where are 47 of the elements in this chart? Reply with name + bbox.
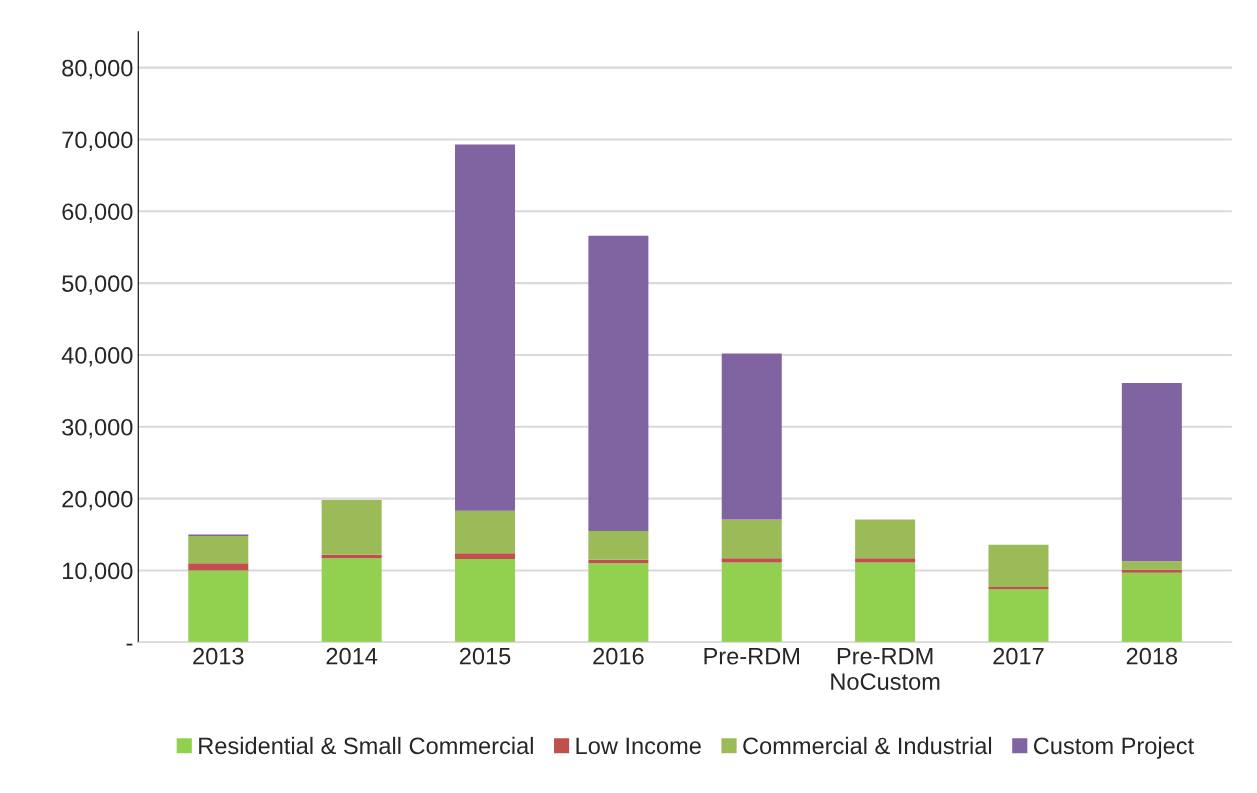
x-tick-label: Pre-RDM NoCustom xyxy=(831,648,940,690)
legend-label: Commercial & Industrial xyxy=(743,736,992,755)
bar xyxy=(1121,561,1182,570)
bar xyxy=(988,544,1049,588)
bar xyxy=(855,558,916,563)
bar xyxy=(188,536,249,564)
bar xyxy=(1121,383,1182,562)
y-tick-label: - xyxy=(126,643,133,646)
x-tick-label: 2014 xyxy=(326,647,378,665)
legend-label: Low Income xyxy=(576,737,701,755)
bar xyxy=(588,530,649,560)
y-tick-label: 80,000 xyxy=(62,59,133,80)
y-tick-label: 70,000 xyxy=(62,131,133,152)
y-tick-label: 10,000 xyxy=(63,562,133,583)
y-tick-label: 50,000 xyxy=(62,275,133,295)
bar xyxy=(1121,572,1182,643)
x-tick-label: Pre-RDM xyxy=(704,648,799,665)
bar xyxy=(321,500,382,555)
bar xyxy=(588,235,649,531)
bar xyxy=(855,562,916,643)
x-tick-label: 2016 xyxy=(593,647,644,665)
legend-label: Residential & Small Commercial xyxy=(199,736,533,755)
bar xyxy=(1121,569,1182,573)
bar xyxy=(455,553,516,559)
bar xyxy=(721,562,782,643)
bar xyxy=(588,563,649,643)
bar xyxy=(321,558,382,643)
x-tick-label: 2018 xyxy=(1126,647,1178,665)
bar xyxy=(455,510,516,554)
y-tick-label: 30,000 xyxy=(62,418,133,439)
x-tick-label: 2015 xyxy=(459,647,511,665)
bar xyxy=(988,587,1049,590)
y-tick-label: 20,000 xyxy=(62,490,133,511)
y-tick-label: 60,000 xyxy=(62,203,133,223)
y-tick-label: 40,000 xyxy=(61,347,133,367)
bar xyxy=(855,519,916,559)
bar xyxy=(188,570,249,643)
bar xyxy=(455,559,516,643)
bar xyxy=(455,144,516,511)
x-tick-label: 2017 xyxy=(993,647,1044,665)
legend-label: Custom Project xyxy=(1033,736,1194,759)
x-tick-label: 2013 xyxy=(193,647,244,665)
bar xyxy=(988,589,1049,643)
bar xyxy=(188,563,249,571)
bar xyxy=(721,353,782,520)
bar xyxy=(721,519,782,559)
bar xyxy=(721,558,782,563)
